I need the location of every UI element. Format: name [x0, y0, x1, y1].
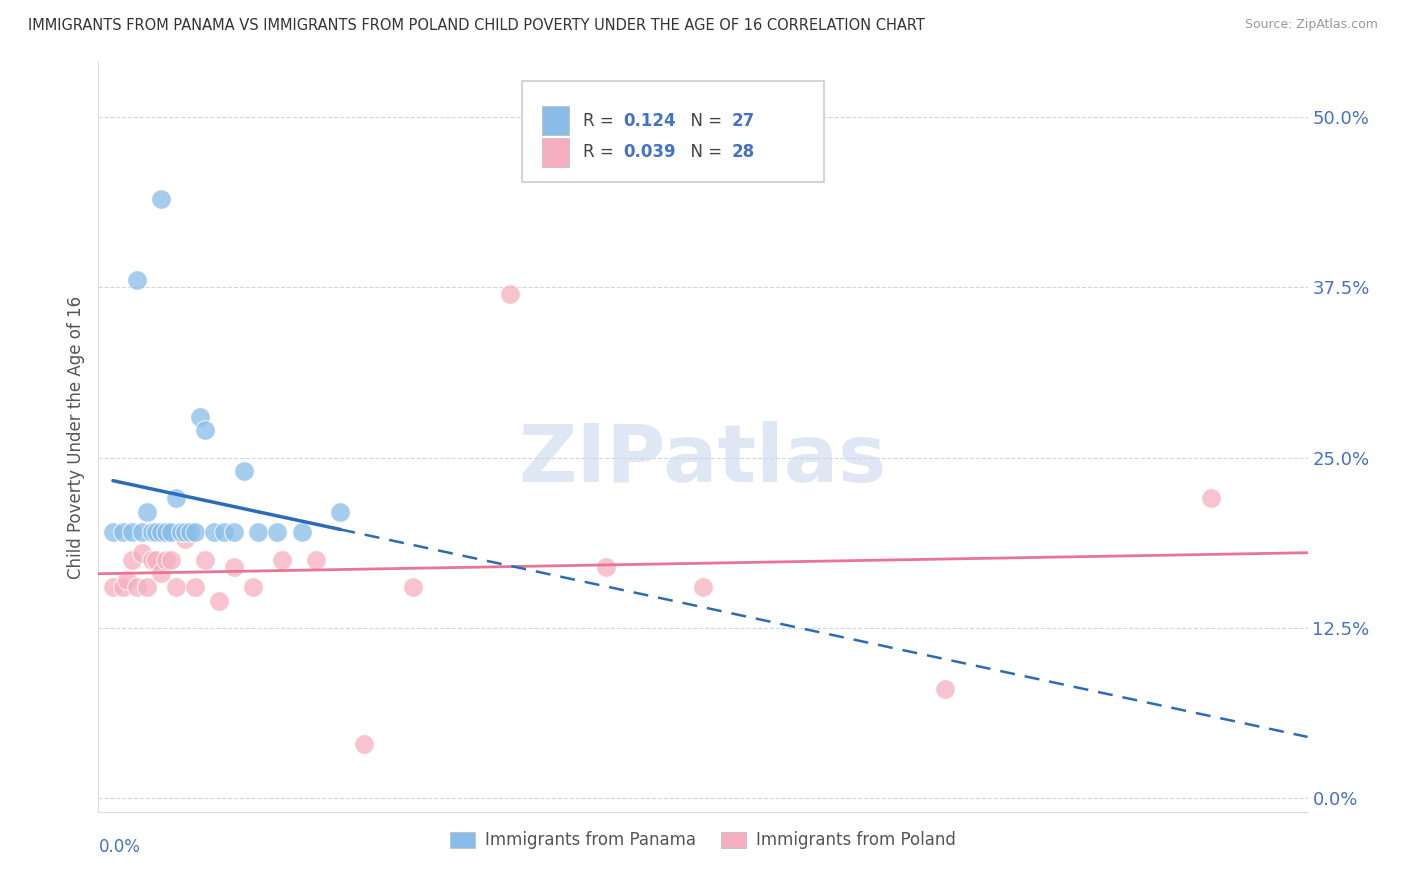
Y-axis label: Child Poverty Under the Age of 16: Child Poverty Under the Age of 16: [66, 295, 84, 579]
Point: [247, 525, 270, 540]
Text: 0.039: 0.039: [623, 144, 676, 161]
Point: [498, 287, 520, 301]
Point: [595, 559, 617, 574]
Legend: Immigrants from Panama, Immigrants from Poland: Immigrants from Panama, Immigrants from …: [443, 824, 963, 855]
Point: [179, 525, 201, 540]
Point: [353, 737, 375, 751]
Point: [271, 552, 294, 566]
Point: [305, 552, 328, 566]
Text: 28: 28: [733, 144, 755, 161]
Point: [184, 580, 207, 594]
Text: 27: 27: [733, 112, 755, 129]
Point: [174, 533, 197, 547]
Point: [160, 525, 183, 540]
Text: R =: R =: [583, 112, 619, 129]
Point: [131, 525, 153, 540]
Text: R =: R =: [583, 144, 619, 161]
Point: [141, 525, 163, 540]
Point: [141, 552, 163, 566]
Point: [135, 505, 157, 519]
Point: [934, 682, 956, 697]
Text: ZIPatlas: ZIPatlas: [519, 420, 887, 499]
Point: [266, 525, 288, 540]
Point: [121, 525, 143, 540]
Point: [165, 580, 187, 594]
Point: [127, 580, 149, 594]
Point: [208, 593, 231, 607]
Point: [111, 525, 134, 540]
Point: [155, 552, 177, 566]
Point: [165, 491, 187, 506]
Point: [212, 525, 235, 540]
Point: [174, 525, 197, 540]
Point: [184, 525, 207, 540]
Point: [222, 559, 245, 574]
Point: [242, 580, 264, 594]
Point: [169, 525, 191, 540]
Point: [160, 552, 183, 566]
Point: [150, 566, 173, 581]
Point: [121, 552, 143, 566]
Point: [204, 525, 226, 540]
Point: [150, 192, 173, 206]
Point: [101, 580, 124, 594]
Point: [188, 409, 211, 424]
Point: [329, 505, 352, 519]
Point: [150, 525, 173, 540]
Point: [194, 423, 217, 437]
Text: 0.0%: 0.0%: [98, 838, 141, 856]
Point: [232, 464, 254, 478]
Point: [131, 546, 153, 560]
Point: [145, 552, 167, 566]
Text: IMMIGRANTS FROM PANAMA VS IMMIGRANTS FROM POLAND CHILD POVERTY UNDER THE AGE OF : IMMIGRANTS FROM PANAMA VS IMMIGRANTS FRO…: [28, 18, 925, 33]
Point: [402, 580, 425, 594]
Point: [290, 525, 312, 540]
Text: N =: N =: [681, 144, 727, 161]
Point: [145, 525, 167, 540]
Point: [111, 580, 134, 594]
Point: [1199, 491, 1222, 506]
Point: [135, 580, 157, 594]
Text: 0.124: 0.124: [623, 112, 676, 129]
Point: [101, 525, 124, 540]
FancyBboxPatch shape: [522, 81, 824, 182]
Point: [117, 573, 139, 587]
Point: [194, 552, 217, 566]
Text: Source: ZipAtlas.com: Source: ZipAtlas.com: [1244, 18, 1378, 31]
FancyBboxPatch shape: [543, 106, 569, 135]
Point: [155, 525, 177, 540]
Point: [222, 525, 245, 540]
Point: [127, 273, 149, 287]
Point: [692, 580, 714, 594]
FancyBboxPatch shape: [543, 138, 569, 167]
Text: N =: N =: [681, 112, 727, 129]
